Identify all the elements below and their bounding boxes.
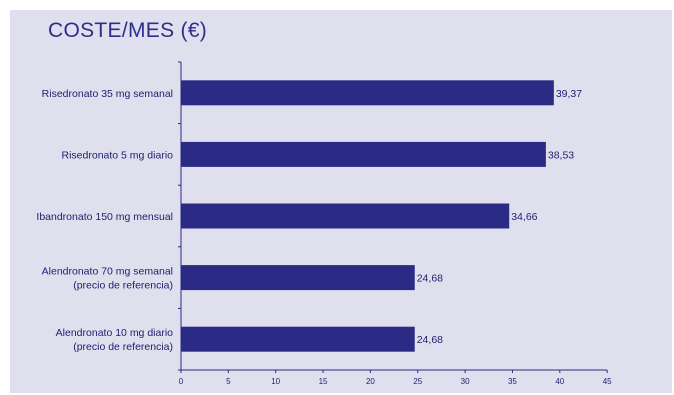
category-label: Risedronato 5 mg diario [62, 149, 174, 161]
category-label: Ibandronato 150 mg mensual [36, 211, 173, 223]
bar-value-label: 24,68 [417, 273, 443, 285]
bar-value-label: 34,66 [511, 211, 537, 223]
x-tick-label: 10 [271, 377, 280, 386]
x-tick-label: 20 [366, 377, 375, 386]
category-label-line: (precio de referencia) [73, 341, 173, 353]
bar [181, 265, 415, 291]
x-tick-label: 45 [603, 377, 612, 386]
x-tick-label: 15 [319, 377, 328, 386]
category-label-line: Ibandronato 150 mg mensual [36, 211, 173, 223]
bar-value-label: 39,37 [556, 88, 582, 100]
x-tick-label: 40 [555, 377, 564, 386]
category-label: Risedronato 35 mg semanal [42, 88, 173, 100]
bar [181, 203, 510, 229]
bar [181, 141, 546, 167]
bar [181, 326, 415, 352]
x-tick-label: 30 [461, 377, 470, 386]
category-label-line: Alendronato 70 mg semanal [42, 266, 173, 278]
category-label-line: Alendronato 10 mg diario [56, 327, 173, 339]
x-tick-label: 25 [413, 377, 422, 386]
category-label-line: Risedronato 35 mg semanal [42, 88, 173, 100]
bar-value-label: 24,68 [417, 334, 443, 346]
category-label-line: Risedronato 5 mg diario [62, 149, 174, 161]
category-label: Alendronato 70 mg semanal (precio de refe… [42, 266, 173, 292]
bar [181, 80, 554, 106]
category-label: Alendronato 10 mg diario (precio de refer… [56, 327, 173, 353]
chart-title: COSTE/MES (€) [48, 19, 208, 42]
category-label-line: (precio de referencia) [73, 280, 173, 292]
x-tick-label: 0 [179, 377, 184, 386]
x-tick-label: 5 [226, 377, 231, 386]
bar-value-label: 38,53 [548, 149, 574, 161]
x-tick-label: 35 [508, 377, 517, 386]
